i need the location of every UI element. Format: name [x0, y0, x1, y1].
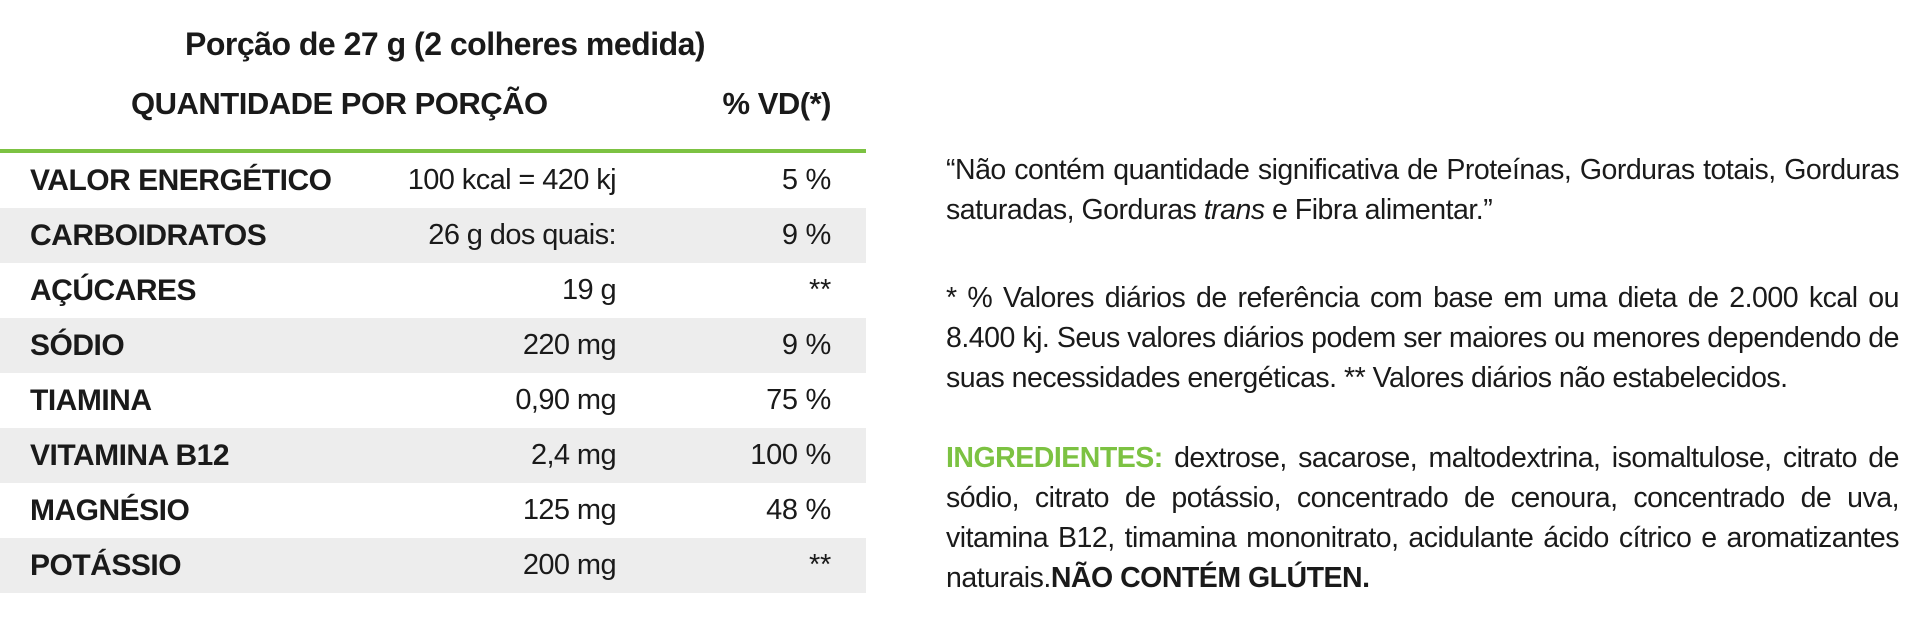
nutrition-claim: “Não contém quantidade significativa de … [946, 150, 1900, 230]
nutrient-daily-value: 9 % [781, 329, 831, 361]
nutrient-daily-value: ** [809, 549, 831, 581]
ingredients-label: INGREDIENTES: [946, 442, 1163, 474]
nutrient-amount: 0,90 mg [515, 384, 616, 416]
nutrient-name: AÇÚCARES [30, 274, 197, 307]
nutrient-daily-value: 100 % [750, 439, 831, 471]
ingredients-paragraph: INGREDIENTES: dextrose, sacarose, maltod… [946, 438, 1900, 598]
claim-text-after: e Fibra alimentar.” [1264, 194, 1493, 226]
nutrient-daily-value: 5 % [781, 164, 831, 196]
daily-value-footnote: * % Valores diários de referência com ba… [946, 282, 1900, 394]
nutrient-daily-value: 75 % [766, 384, 831, 416]
header-daily-value: % VD(*) [722, 86, 832, 121]
nutrient-amount: 2,4 mg [530, 439, 617, 471]
nutrient-row-thiamine: TIAMINA 0,90 mg 75 % [0, 373, 866, 428]
nutrient-amount: 19 g [561, 274, 617, 306]
nutrient-name: SÓDIO [30, 329, 125, 362]
nutrient-amount: 125 mg [522, 494, 617, 526]
nutrient-row-magnesium: MAGNÉSIO 125 mg 48 % [0, 483, 866, 538]
serving-size: Porção de 27 g (2 colheres medida) [185, 26, 706, 62]
nutrient-name: MAGNÉSIO [30, 494, 190, 527]
nutrient-row-vitamin-b12: VITAMINA B12 2,4 mg 100 % [0, 428, 866, 483]
nutrient-name: VALOR ENERGÉTICO [30, 164, 332, 197]
claim-text-before: “Não contém quantidade significativa de … [946, 154, 1900, 226]
nutrient-daily-value: ** [809, 274, 831, 306]
nutrient-rows: VALOR ENERGÉTICO 100 kcal = 420 kj 5 % C… [0, 153, 866, 593]
nutrient-name: POTÁSSIO [30, 549, 182, 582]
nutrient-daily-value: 48 % [766, 494, 831, 526]
gluten-free-statement: NÃO CONTÉM GLÚTEN. [1050, 562, 1370, 594]
nutrient-row-potassium: POTÁSSIO 200 mg ** [0, 538, 866, 593]
header-divider [0, 149, 866, 153]
nutrient-row-sodium: SÓDIO 220 mg 9 % [0, 318, 866, 373]
ingredients-list: dextrose, sacarose, maltodextrina, isoma… [946, 442, 1900, 594]
nutrient-amount: 220 mg [522, 329, 617, 361]
nutrient-name: VITAMINA B12 [30, 439, 230, 472]
nutrient-daily-value: 9 % [781, 219, 831, 251]
nutrient-name: TIAMINA [30, 384, 152, 417]
claim-text-italic: trans [1203, 194, 1265, 226]
nutrient-amount: 200 mg [522, 549, 617, 581]
header-quantity: QUANTIDADE POR PORÇÃO [131, 86, 548, 121]
nutrient-row-sugars: AÇÚCARES 19 g ** [0, 263, 866, 318]
column-headers: QUANTIDADE POR PORÇÃO % VD(*) [0, 80, 866, 128]
nutrient-amount: 26 g dos quais: [428, 219, 616, 251]
nutrient-row-energy: VALOR ENERGÉTICO 100 kcal = 420 kj 5 % [0, 153, 866, 208]
nutrient-row-carbohydrates: CARBOIDRATOS 26 g dos quais: 9 % [0, 208, 866, 263]
nutrient-amount: 100 kcal = 420 kj [407, 164, 617, 196]
nutrient-name: CARBOIDRATOS [30, 219, 267, 252]
